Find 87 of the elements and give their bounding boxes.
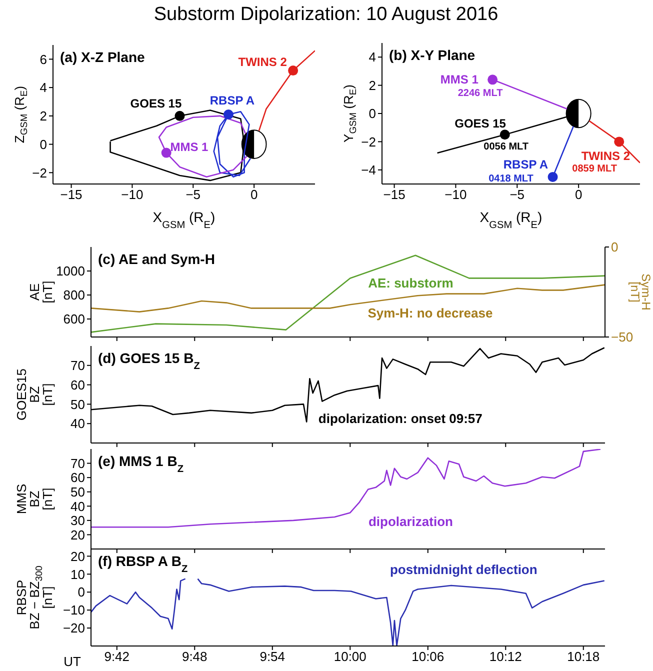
annotation: GOES 15 xyxy=(454,116,506,130)
x-axis-title: X$_{GSM}$ (R$_{E}$) xyxy=(480,209,542,230)
y-tick-label: 20 xyxy=(70,548,85,564)
point xyxy=(500,130,510,140)
y-tick-label: 30 xyxy=(70,513,85,528)
x-axis-title: X$_{GSM}$ (R$_{E}$) xyxy=(152,209,216,230)
annotation: MMS 1 xyxy=(170,140,209,154)
x-axis-title: UT xyxy=(64,654,82,669)
y-tick-label: 4 xyxy=(368,50,376,65)
annotation: AE: substorm xyxy=(368,275,454,290)
y-tick-label: −10 xyxy=(62,602,85,618)
y-tick-label: −20 xyxy=(62,620,85,636)
chart-title: Substorm Dipolarization: 10 August 2016 xyxy=(154,4,498,25)
x-tick-label: −10 xyxy=(444,187,467,202)
y-tick-label: 4 xyxy=(40,80,47,96)
point xyxy=(161,148,172,158)
x-tick-label: 10:12 xyxy=(489,649,522,664)
annotation: Sym-H: no decrease xyxy=(368,304,493,320)
y-tick-label: 0 xyxy=(78,584,85,600)
annotation: GOES 15 xyxy=(130,96,182,111)
annotation: dipolarization: onset 09:57 xyxy=(318,410,482,426)
y-tick-label: 0 xyxy=(368,106,376,122)
annotation: 0056 MLT xyxy=(484,141,529,152)
text: (e) MMS 1 B$_{Z}$ xyxy=(98,453,184,474)
x-tick-label: 0 xyxy=(574,187,582,202)
y-tick-label: 40 xyxy=(70,498,85,514)
annotation: TWINS 2 xyxy=(581,148,630,163)
annotation: RBSP A xyxy=(210,93,255,108)
y-axis-title: AE [nT] xyxy=(26,280,54,304)
y-tick-label: 600 xyxy=(63,312,85,327)
x-tick-label: 10:00 xyxy=(334,649,366,664)
x-tick-label: 10:06 xyxy=(412,649,444,664)
line-series xyxy=(110,110,244,182)
y-tick-label: 40 xyxy=(70,416,85,432)
y-tick-label: 6 xyxy=(40,52,47,67)
point xyxy=(614,136,624,147)
annotation: 0859 MLT xyxy=(572,162,618,174)
y-tick-label: −2 xyxy=(361,134,376,150)
point xyxy=(288,66,298,76)
point xyxy=(488,74,498,85)
x-tick-label: −5 xyxy=(186,187,201,202)
point xyxy=(174,110,185,121)
text: (f) RBSP A B$_{Z}$ xyxy=(98,553,188,574)
annotation: MMS 1 xyxy=(440,72,479,87)
x-tick-label: −5 xyxy=(510,187,525,202)
x-tick-label: −15 xyxy=(60,187,82,202)
annotation: TWINS 2 xyxy=(238,54,288,69)
y-tick-label: −4 xyxy=(361,162,376,178)
y2-axis-title: Sym-H [nT] xyxy=(628,274,653,310)
y-tick-label: 70 xyxy=(70,358,85,374)
y-tick-label: 60 xyxy=(70,470,85,486)
x-tick-label: 10:18 xyxy=(567,649,600,664)
chart-title: (b) X-Y Plane xyxy=(389,47,476,63)
y-tick-label: 1000 xyxy=(56,264,85,279)
y-axis-title: GOES15 BZ [nT] xyxy=(14,368,54,421)
text: (d) GOES 15 B$_{Z}$ xyxy=(98,350,200,372)
x-tick-label: −10 xyxy=(121,187,144,202)
y-tick-label: 2 xyxy=(40,108,47,124)
point xyxy=(548,172,558,182)
y-tick-label: 60 xyxy=(70,377,85,392)
y2-tick-label: −50 xyxy=(611,330,634,345)
x-tick-label: −15 xyxy=(383,187,406,202)
y-tick-label: −2 xyxy=(32,165,47,180)
line-series xyxy=(91,449,602,528)
y-tick-label: 0 xyxy=(40,136,47,152)
y-tick-label: 70 xyxy=(70,456,85,471)
annotation: 2246 MLT xyxy=(458,88,503,99)
y-tick-label: 800 xyxy=(63,288,85,303)
y2-tick-label: 0 xyxy=(611,240,618,255)
x-tick-label: 9:54 xyxy=(260,649,286,664)
annotation: postmidnight deflection xyxy=(390,562,538,577)
y-tick-label: 50 xyxy=(70,484,85,500)
y-tick-label: 20 xyxy=(70,527,85,542)
annotation: RBSP A xyxy=(503,157,548,172)
x-tick-label: 9:48 xyxy=(182,649,208,664)
y-axis-title: MMS BZ [nT] xyxy=(14,484,54,514)
y-tick-label: 10 xyxy=(70,566,85,582)
x-tick-label: 0 xyxy=(250,187,258,202)
x-tick-label: 9:42 xyxy=(104,649,130,664)
chart-title: (c) AE and Sym-H xyxy=(98,251,215,267)
y-tick-label: 2 xyxy=(368,78,376,93)
annotation: 0418 MLT xyxy=(488,172,534,184)
chart-subtitle: (a) X-Z Plane xyxy=(60,49,146,65)
line-series xyxy=(91,254,605,333)
point xyxy=(223,110,234,120)
y-tick-label: 50 xyxy=(70,396,85,412)
annotation: dipolarization xyxy=(368,514,454,529)
